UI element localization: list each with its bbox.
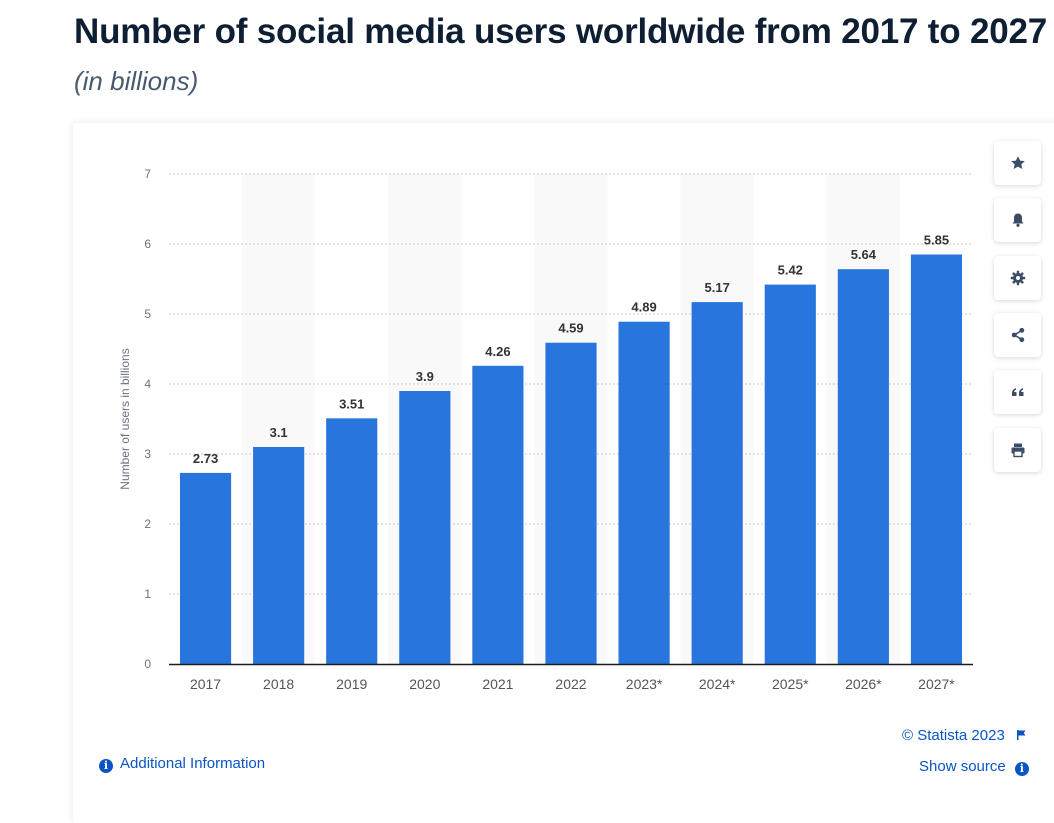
x-tick-label: 2017 bbox=[190, 676, 221, 692]
cite-button[interactable] bbox=[994, 370, 1041, 414]
x-tick-label: 2022 bbox=[555, 676, 586, 692]
copyright-text: © Statista 2023 bbox=[902, 727, 1005, 744]
data-label: 5.17 bbox=[705, 280, 730, 295]
bar[interactable] bbox=[837, 269, 889, 664]
quote-icon bbox=[1011, 388, 1023, 396]
data-label: 4.59 bbox=[558, 321, 583, 336]
bar[interactable] bbox=[545, 342, 597, 664]
bar[interactable] bbox=[910, 254, 963, 665]
bar[interactable] bbox=[326, 418, 378, 664]
x-tick-label: 2026* bbox=[845, 676, 882, 692]
bar[interactable] bbox=[472, 365, 524, 664]
additional-information-label: Additional Information bbox=[120, 755, 266, 772]
y-tick-label: 7 bbox=[144, 167, 151, 181]
y-tick-label: 1 bbox=[144, 587, 151, 601]
gear-icon bbox=[1010, 270, 1025, 286]
x-tick-label: 2027* bbox=[918, 676, 955, 692]
x-tick-label: 2021 bbox=[482, 676, 513, 692]
data-label: 5.64 bbox=[851, 247, 877, 262]
y-tick-label: 6 bbox=[144, 237, 151, 251]
chart-subtitle: (in billions) bbox=[74, 66, 199, 96]
bar[interactable] bbox=[691, 302, 743, 664]
share-icon bbox=[1011, 327, 1024, 343]
data-label: 3.1 bbox=[270, 425, 288, 440]
bar[interactable] bbox=[179, 472, 232, 664]
show-source-label: Show source bbox=[919, 758, 1006, 775]
x-tick-label: 2025* bbox=[772, 676, 809, 692]
info-icon: i bbox=[99, 759, 113, 773]
info-icon: i bbox=[1014, 762, 1029, 776]
y-tick-label: 3 bbox=[144, 447, 151, 461]
data-label: 3.51 bbox=[339, 396, 364, 411]
y-tick-label: 2 bbox=[144, 517, 151, 531]
notification-button[interactable] bbox=[994, 198, 1041, 242]
print-icon bbox=[1011, 443, 1024, 458]
y-tick-label: 5 bbox=[144, 307, 151, 321]
share-button[interactable] bbox=[994, 313, 1041, 357]
data-label: 4.89 bbox=[631, 300, 656, 315]
show-source-link[interactable]: Show source i bbox=[919, 758, 1029, 776]
data-label: 5.85 bbox=[924, 233, 949, 248]
bar[interactable] bbox=[618, 321, 670, 664]
data-label: 4.26 bbox=[485, 344, 510, 359]
y-axis-label: Number of users in billions bbox=[118, 348, 132, 489]
favorite-button[interactable] bbox=[994, 141, 1041, 185]
x-tick-label: 2018 bbox=[263, 676, 294, 692]
x-tick-label: 2019 bbox=[336, 676, 367, 692]
data-label: 5.42 bbox=[778, 263, 803, 278]
copyright-notice[interactable]: © Statista 2023 bbox=[902, 727, 1027, 744]
bar[interactable] bbox=[399, 391, 451, 664]
data-label: 3.9 bbox=[416, 369, 434, 384]
settings-button[interactable] bbox=[994, 256, 1041, 300]
additional-information-link[interactable]: i Additional Information bbox=[99, 755, 265, 773]
chart-title: Number of social media users worldwide f… bbox=[74, 12, 1048, 51]
star-icon bbox=[1010, 156, 1025, 169]
bar[interactable] bbox=[764, 284, 816, 664]
x-tick-label: 2023* bbox=[626, 676, 663, 692]
flag-icon bbox=[1016, 730, 1026, 740]
print-button[interactable] bbox=[994, 428, 1041, 472]
y-tick-label: 4 bbox=[144, 377, 151, 391]
bell-icon bbox=[1012, 213, 1023, 227]
data-label: 2.73 bbox=[193, 451, 218, 466]
y-tick-label: 0 bbox=[144, 657, 151, 671]
bar[interactable] bbox=[253, 447, 305, 664]
bar-chart: 0 1 2 3 4 5 6 7 2.73 3.1 3.51 3.9 4.26 4.59 4.89 5.17 5… bbox=[118, 167, 973, 692]
x-tick-label: 2024* bbox=[699, 676, 736, 692]
x-tick-label: 2020 bbox=[409, 676, 440, 692]
